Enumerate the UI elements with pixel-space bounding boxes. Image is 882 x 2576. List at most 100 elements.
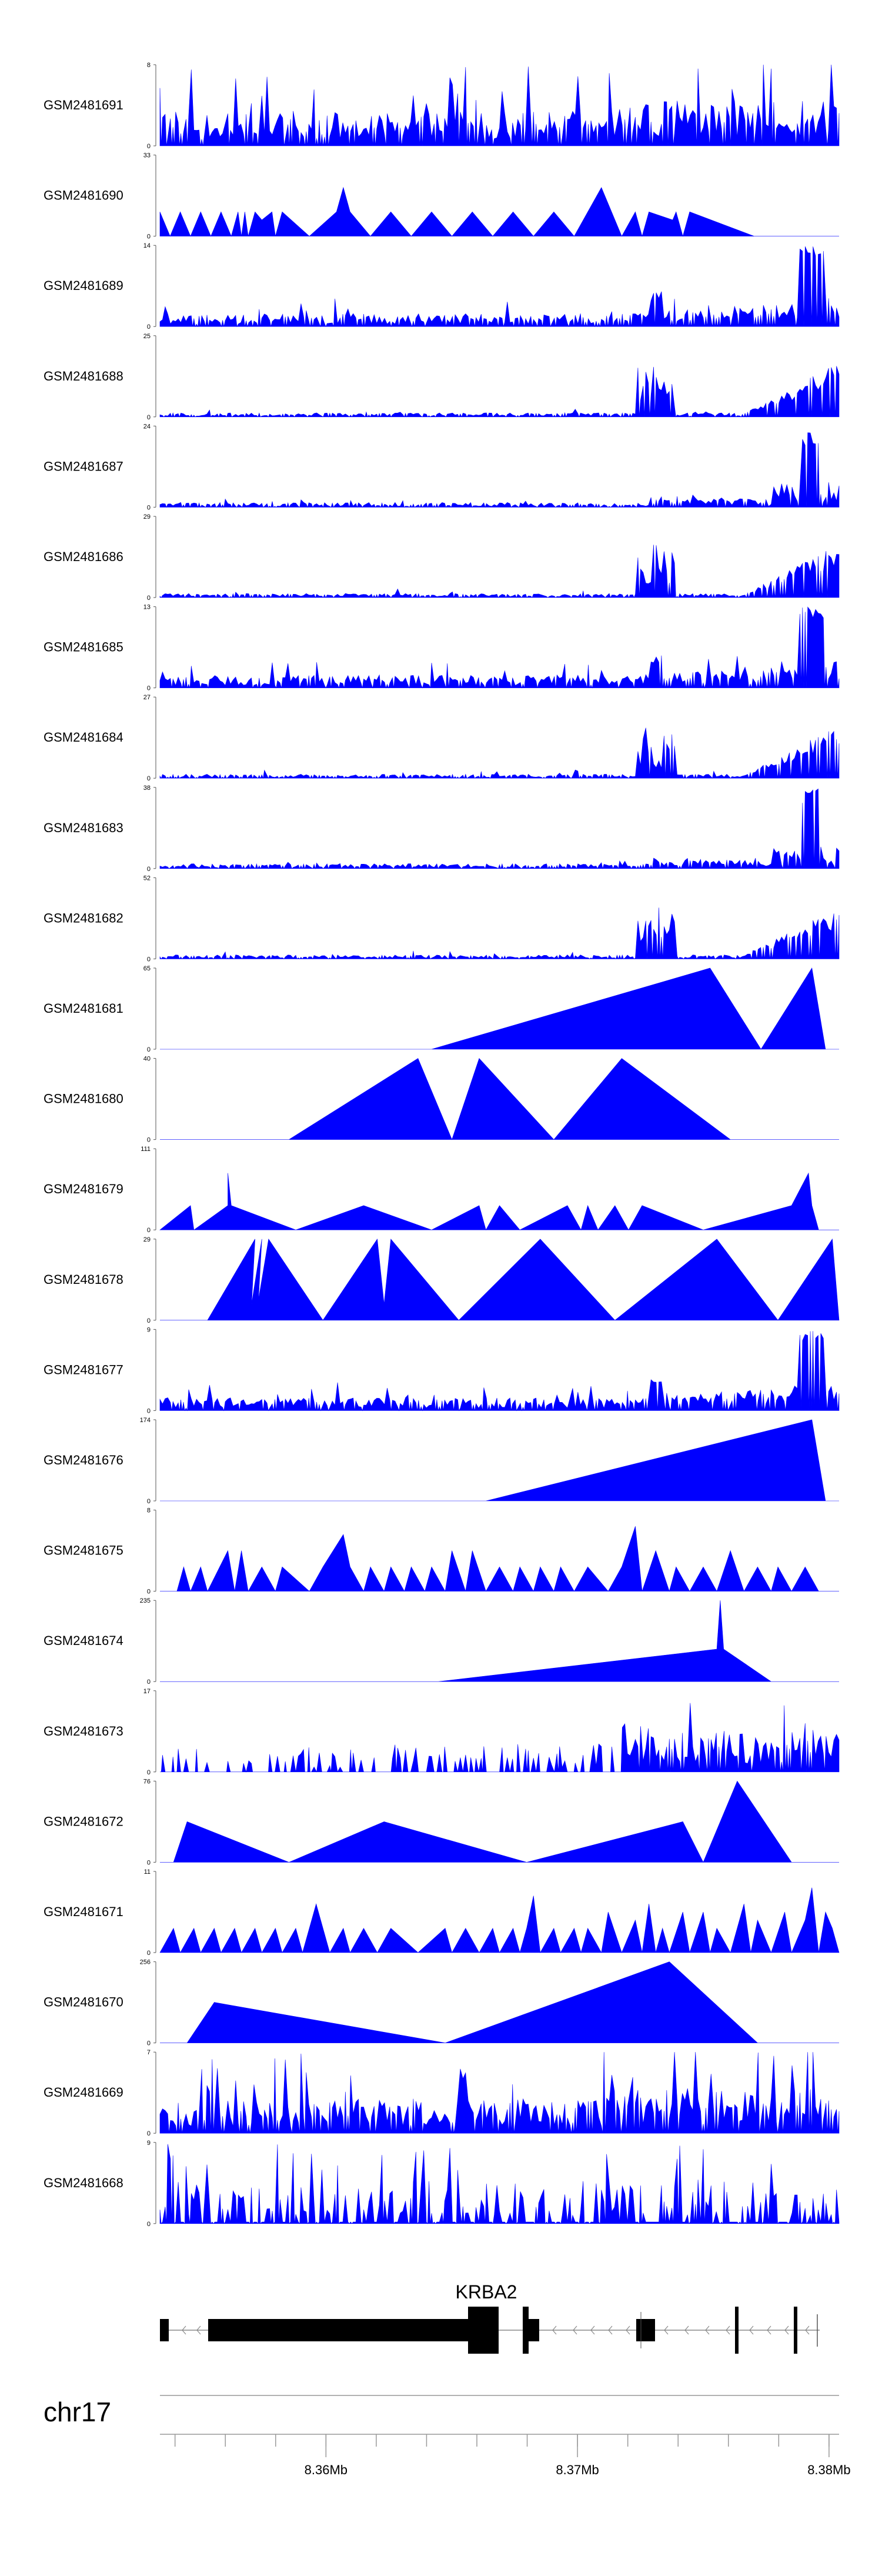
coverage-area [159,2052,840,2134]
track-label: GSM2481685 [44,640,123,655]
coverage-track: GSM2481685 13 0 [44,604,840,692]
y-max-label: 174 [140,1417,151,1424]
y-min-label: 0 [147,1859,151,1866]
strand-arrow [767,2325,771,2335]
coverage-track: GSM2481678 29 0 [44,1236,840,1324]
coverage-tracks: GSM248169180GSM2481690330GSM2481689140GS… [44,62,840,2228]
track-label: GSM2481678 [44,1272,123,1287]
y-min-label: 0 [147,1769,151,1776]
exon [468,2307,499,2354]
y-max-label: 111 [141,1146,151,1153]
y-max-label: 76 [143,1778,151,1785]
gene-name-label: KRBA2 [456,2281,517,2303]
strand-arrow [664,2325,669,2335]
coverage-area [159,64,840,146]
track-label: GSM2481686 [44,549,123,564]
strand-arrow [552,2325,557,2335]
strand-arrow [196,2325,201,2335]
strand-arrow [626,2325,630,2335]
track-label: GSM2481674 [44,1633,123,1648]
coverage-area [160,1961,839,2043]
coverage-track: GSM2481673 17 0 [44,1688,840,1776]
y-max-label: 29 [143,1236,151,1243]
coverage-track: GSM2481679 111 0 [44,1146,839,1234]
y-min-label: 0 [147,866,151,873]
strand-arrow [726,2325,730,2335]
track-label: GSM2481680 [44,1092,123,1106]
y-min-label: 0 [147,414,151,421]
coverage-track: GSM2481682 52 0 [44,875,840,963]
y-min-label: 0 [147,956,151,963]
exon [735,2307,739,2354]
coverage-track: GSM2481680 40 0 [44,1056,839,1144]
coverage-track: GSM2481687 24 0 [44,423,840,511]
strand-arrow [805,2325,810,2335]
coverage-area [159,545,840,599]
y-min-label: 0 [147,1137,151,1144]
exon [208,2319,468,2341]
y-min-label: 0 [147,2130,151,2137]
y-max-label: 27 [143,694,151,701]
y-min-label: 0 [147,1950,151,1957]
track-label: GSM2481687 [44,459,123,473]
track-label: GSM2481691 [44,98,123,112]
coverage-area [160,1600,839,1682]
exon [523,2307,529,2354]
y-min-label: 0 [147,504,151,511]
coverage-area [159,1887,840,1954]
strand-arrows [182,2325,810,2335]
coverage-area [159,246,840,328]
coverage-track: GSM2481684 27 0 [44,694,840,782]
y-min-label: 0 [147,1679,151,1686]
coverage-area [160,1419,839,1501]
track-label: GSM2481688 [44,369,123,383]
track-label: GSM2481668 [44,2175,123,2190]
y-min-label: 0 [147,775,151,782]
coverage-area [159,186,839,237]
track-label: GSM2481676 [44,1453,123,1467]
y-min-label: 0 [147,1227,151,1234]
y-max-label: 9 [147,1326,151,1333]
coverage-track: GSM2481688 25 0 [44,333,840,421]
exon [529,2319,539,2341]
y-max-label: 256 [140,1959,151,1966]
coverage-area [159,1172,839,1230]
y-max-label: 65 [143,965,151,972]
coverage-track: GSM2481671 11 0 [44,1868,840,1957]
coverage-area [159,788,840,869]
track-label: GSM2481690 [44,188,123,203]
y-max-label: 38 [143,785,151,792]
y-min-label: 0 [147,2221,151,2228]
strand-arrow [182,2325,186,2335]
y-max-label: 24 [143,423,151,430]
y-min-label: 0 [147,1317,151,1324]
track-label: GSM2481673 [44,1724,123,1739]
track-label: GSM2481670 [44,1995,123,2010]
coverage-area [160,1058,839,1140]
y-max-label: 25 [143,333,151,340]
y-min-label: 0 [147,595,151,602]
chromosome-label: chr17 [44,2397,111,2427]
y-max-label: 8 [147,1507,151,1514]
coverage-track: GSM2481681 65 0 [44,965,839,1053]
y-min-label: 0 [147,1407,151,1414]
gene-model: KRBA2 [160,2281,820,2354]
y-min-label: 0 [147,143,151,150]
y-max-label: 235 [140,1597,151,1604]
exon [794,2307,797,2354]
y-max-label: 17 [143,1688,151,1695]
y-max-label: 11 [144,1868,151,1876]
coverage-track: GSM2481683 38 0 [44,785,840,873]
coverage-track: GSM2481677 9 0 [44,1326,840,1414]
track-label: GSM2481677 [44,1362,123,1377]
coverage-track: GSM2481668 9 0 [44,2140,840,2228]
coverage-track: GSM2481686 29 0 [44,513,840,602]
strand-arrow [590,2325,595,2335]
coverage-track: GSM2481669 7 0 [44,2049,840,2137]
y-max-label: 29 [143,513,151,520]
exon [160,2319,169,2341]
coverage-area [160,1703,840,1773]
y-min-label: 0 [147,685,151,692]
track-label: GSM2481675 [44,1543,123,1558]
y-max-label: 14 [143,242,151,249]
